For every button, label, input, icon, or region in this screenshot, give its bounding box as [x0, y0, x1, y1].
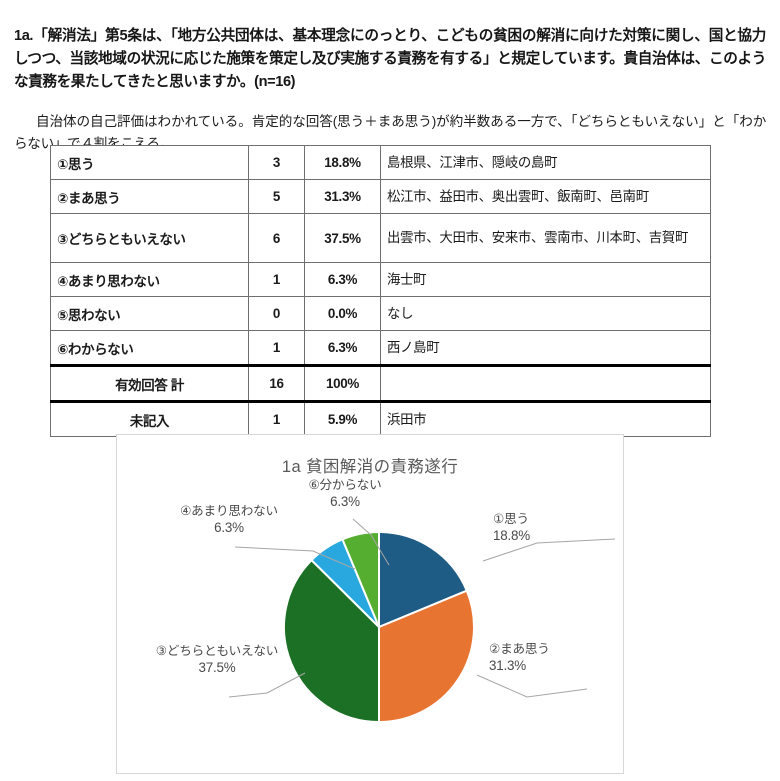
leader-line-2: [476, 674, 588, 698]
row-pct: 0.0%: [304, 296, 381, 331]
table-row: ④あまり思わない 1 6.3% 海士町: [50, 262, 711, 297]
pie-label-4: ④あまり思わない 6.3%: [149, 503, 309, 537]
total-names: [380, 364, 711, 403]
table-row: ⑤思わない 0 0.0% なし: [50, 296, 711, 331]
question-block: 1a.「解消法」第5条は、「地方公共団体は、基本理念にのっとり、こどもの貧困の解…: [14, 10, 766, 108]
row-pct: 18.8%: [304, 145, 381, 180]
table-row-total: 有効回答 計 16 100%: [50, 364, 711, 403]
results-table: ①思う 3 18.8% 島根県、江津市、隠岐の島町 ②まあ思う 5 31.3% …: [50, 145, 711, 437]
pie-label-6-name: ⑥分からない: [308, 478, 382, 492]
pie-label-3-pct: 37.5%: [198, 660, 236, 676]
row-label: ⑥わからない: [50, 330, 249, 366]
table-row: ③どちらともいえない 6 37.5% 出雲市、大田市、安来市、雲南市、川本町、吉…: [50, 213, 711, 263]
row-pct: 6.3%: [304, 262, 381, 297]
total-pct: 100%: [304, 364, 381, 403]
row-pct: 37.5%: [304, 213, 381, 263]
question-text: 1a.「解消法」第5条は、「地方公共団体は、基本理念にのっとり、こどもの貧困の解…: [14, 27, 766, 90]
row-count: 1: [248, 330, 305, 366]
pie-slices: [283, 530, 475, 724]
leader-line-6: [352, 518, 390, 566]
pie-slice: [283, 558, 380, 724]
table-row-missing: 未記入 1 5.9% 浜田市: [50, 401, 711, 437]
results-table-wrap: ①思う 3 18.8% 島根県、江津市、隠岐の島町 ②まあ思う 5 31.3% …: [50, 145, 711, 437]
pie-slice: [341, 530, 380, 628]
missing-count: 1: [248, 401, 305, 437]
total-count: 16: [248, 364, 305, 403]
missing-pct: 5.9%: [304, 401, 381, 437]
pie-chart-svg: [228, 518, 616, 724]
results-table-body: ①思う 3 18.8% 島根県、江津市、隠岐の島町 ②まあ思う 5 31.3% …: [50, 145, 711, 437]
table-row: ⑥わからない 1 6.3% 西ノ島町: [50, 330, 711, 366]
pie-label-6: ⑥分からない 6.3%: [275, 477, 415, 511]
row-count: 5: [248, 179, 305, 214]
pie-label-2-name: ②まあ思う: [489, 642, 550, 656]
pie-label-3-name: ③どちらともいえない: [155, 644, 279, 658]
total-label: 有効回答 計: [50, 364, 249, 403]
row-label: ②まあ思う: [50, 179, 249, 214]
pie-chart-panel: 1a 貧困解消の責務遂行 ①思う 18.8% ②まあ思う 31.3% ③どちらと…: [116, 434, 624, 774]
chart-title: 1a 貧困解消の責務遂行: [281, 458, 459, 476]
table-row: ①思う 3 18.8% 島根県、江津市、隠岐の島町: [50, 145, 711, 180]
row-label: ⑤思わない: [50, 296, 249, 331]
row-pct: 31.3%: [304, 179, 381, 214]
pie-label-2: ②まあ思う 31.3%: [489, 641, 550, 675]
row-names: 西ノ島町: [380, 330, 711, 366]
row-names: 島根県、江津市、隠岐の島町: [380, 145, 711, 180]
row-names: 出雲市、大田市、安来市、雲南市、川本町、吉賀町: [380, 213, 711, 263]
pie-label-1-pct: 18.8%: [493, 528, 530, 544]
row-names: なし: [380, 296, 711, 331]
leader-line-4: [234, 546, 356, 570]
missing-label: 未記入: [50, 401, 249, 437]
leader-line-3: [228, 672, 306, 698]
missing-names: 浜田市: [380, 401, 711, 437]
pie-slice: [378, 589, 475, 724]
row-label: ①思う: [50, 145, 249, 180]
pie-label-6-pct: 6.3%: [330, 494, 360, 510]
pie-label-2-pct: 31.3%: [489, 658, 526, 674]
pie-label-3: ③どちらともいえない 37.5%: [127, 643, 307, 677]
pie-stage: ①思う 18.8% ②まあ思う 31.3% ③どちらともいえない 37.5% ④…: [117, 435, 625, 775]
row-names: 海士町: [380, 262, 711, 297]
leader-line-1: [482, 538, 616, 562]
leader-lines: [228, 518, 616, 698]
row-label: ③どちらともいえない: [50, 213, 249, 263]
row-count: 1: [248, 262, 305, 297]
row-count: 6: [248, 213, 305, 263]
row-count: 0: [248, 296, 305, 331]
table-row: ②まあ思う 5 31.3% 松江市、益田市、奥出雲町、飯南町、邑南町: [50, 179, 711, 214]
pie-label-1: ①思う 18.8%: [493, 511, 530, 545]
pie-label-4-pct: 6.3%: [214, 520, 244, 536]
row-count: 3: [248, 145, 305, 180]
row-label: ④あまり思わない: [50, 262, 249, 297]
pie-label-4-name: ④あまり思わない: [180, 504, 278, 518]
row-names: 松江市、益田市、奥出雲町、飯南町、邑南町: [380, 179, 711, 214]
pie-label-1-name: ①思う: [493, 512, 529, 526]
row-pct: 6.3%: [304, 330, 381, 366]
pie-slice: [378, 530, 469, 629]
